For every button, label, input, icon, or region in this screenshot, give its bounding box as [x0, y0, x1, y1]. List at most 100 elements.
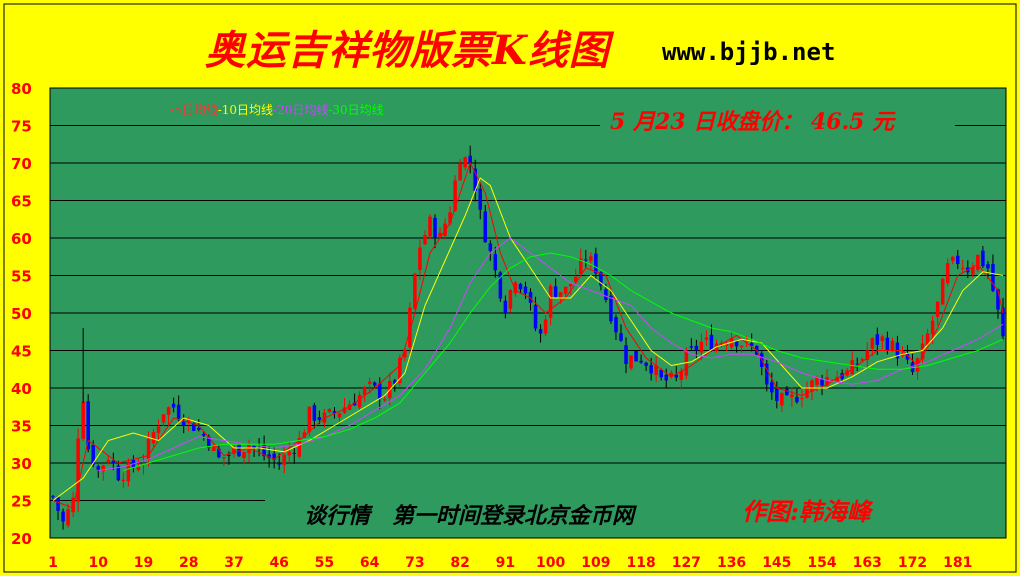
candle-body — [76, 438, 80, 502]
candle-body — [106, 459, 111, 462]
candle-body — [523, 286, 528, 294]
promo-text: 谈行情 第一时间登录北京金币网 — [304, 503, 635, 529]
candle-body — [694, 345, 699, 351]
candle-body — [930, 320, 935, 335]
x-tick-label: 172 — [898, 555, 927, 571]
candle-body — [86, 401, 90, 450]
candle-body — [272, 453, 276, 460]
candle-body — [393, 380, 397, 385]
site-url[interactable]: www.bjjb.net — [662, 38, 836, 66]
x-tick-label: 181 — [943, 555, 972, 571]
candle-body — [689, 346, 694, 348]
candle-body — [96, 466, 100, 470]
candle-body — [573, 276, 578, 283]
candle-body — [780, 393, 784, 406]
candle-body — [171, 403, 176, 408]
candle-body — [126, 462, 131, 482]
candle-body — [815, 377, 819, 385]
candle-body — [408, 307, 412, 348]
x-tick-label: 118 — [626, 555, 655, 571]
candle-body — [855, 363, 859, 365]
ma5-line — [52, 161, 1004, 509]
candle-body — [865, 350, 870, 360]
candle-body — [654, 365, 658, 376]
legend: -5日均线-10日均线-20日均线-30日均线 — [170, 101, 384, 118]
candle-body — [503, 300, 508, 313]
x-tick-label: 28 — [179, 555, 198, 571]
candle-body — [327, 408, 332, 412]
candle-body — [971, 266, 975, 275]
candle-body — [377, 383, 382, 400]
candle-body — [247, 445, 251, 454]
x-tick-label: 109 — [581, 555, 610, 571]
candle-body — [352, 402, 357, 406]
candle-body — [372, 382, 377, 386]
candle-body — [840, 373, 844, 379]
candle-body — [81, 401, 85, 439]
y-tick-label: 80 — [11, 80, 32, 98]
candle-body — [227, 454, 231, 456]
candle-body — [664, 374, 668, 381]
candle-body — [71, 497, 75, 513]
x-tick-label: 163 — [853, 555, 882, 571]
candle-body — [956, 255, 960, 264]
candle-body — [744, 339, 749, 342]
candle-body — [498, 272, 503, 299]
candles — [51, 145, 1005, 530]
outer-border — [3, 3, 1017, 573]
chart-title: 奥运吉祥物版票K线图 — [205, 27, 610, 74]
candle-body — [920, 343, 925, 360]
y-tick-label: 50 — [11, 305, 32, 323]
author-signature: 作图:韩海峰 — [742, 497, 871, 526]
candle-body — [428, 216, 432, 237]
candle-body — [232, 448, 236, 454]
candle-body — [996, 289, 1000, 310]
candle-body — [161, 414, 166, 423]
candle-body — [925, 333, 930, 346]
y-tick-label: 40 — [11, 380, 32, 398]
candle-body — [342, 407, 347, 413]
legend-ma5: -5日均线 — [170, 103, 218, 117]
candle-body — [739, 345, 744, 347]
candle-body — [649, 365, 653, 374]
candle-body — [986, 264, 990, 269]
candle-body — [398, 357, 402, 384]
candle-body — [176, 404, 181, 419]
candle-body — [438, 232, 442, 237]
candle-body — [468, 155, 472, 165]
x-tick-label: 73 — [405, 555, 424, 571]
candle-body — [337, 413, 342, 418]
candle-body — [981, 250, 985, 267]
candle-body — [589, 256, 593, 261]
candle-body — [473, 168, 477, 191]
candle-body — [991, 264, 995, 291]
candle-body — [91, 444, 95, 465]
x-tick-label: 127 — [672, 555, 701, 571]
candle-body — [835, 377, 839, 383]
candle-body — [785, 388, 789, 396]
candle-body — [890, 340, 895, 351]
y-tick-label: 35 — [11, 418, 32, 436]
candle-body — [538, 329, 543, 334]
x-tick-label: 46 — [269, 555, 288, 571]
candle-body — [699, 341, 704, 353]
x-tick-label: 145 — [762, 555, 791, 571]
x-tick-label: 19 — [134, 555, 153, 571]
candle-body — [629, 355, 633, 369]
y-tick-label: 25 — [11, 493, 32, 511]
candle-body — [674, 374, 679, 378]
candle-body — [870, 338, 875, 349]
candle-body — [493, 254, 498, 271]
candle-body — [518, 283, 523, 290]
candle-body — [639, 360, 643, 363]
x-tick-label: 55 — [315, 555, 334, 571]
candle-body — [875, 334, 880, 345]
candle-body — [634, 350, 638, 362]
candle-body — [609, 295, 613, 322]
candle-body — [111, 460, 116, 464]
x-tick-label: 91 — [496, 555, 515, 571]
candle-body — [267, 454, 271, 459]
candle-body — [724, 343, 729, 346]
candle-body — [156, 426, 161, 434]
candle-body — [624, 345, 628, 365]
